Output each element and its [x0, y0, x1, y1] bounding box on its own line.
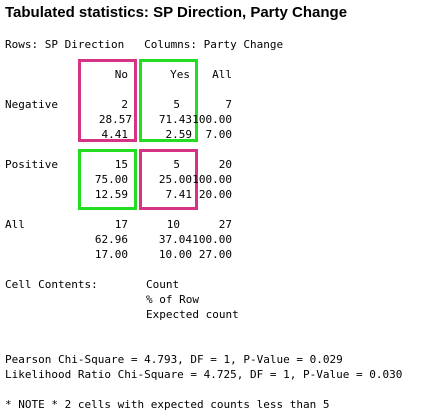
cell-expected: 20.00: [198, 188, 232, 201]
highlight-box-yes-positive: [139, 149, 198, 210]
cell-count: 27: [218, 218, 232, 231]
cell-expected: 10.00: [158, 248, 192, 261]
cell-count: 2: [121, 98, 128, 111]
cell-pct-row: 37.04: [158, 233, 192, 246]
cell-count: 10: [166, 218, 180, 231]
col-header-yes: Yes: [170, 68, 190, 81]
cell-count: 17: [114, 218, 128, 231]
highlight-box-yes-negative: [139, 59, 198, 142]
cell-expected: 4.41: [101, 128, 129, 141]
cell-pct-row: 62.96: [94, 233, 128, 246]
row-label-negative: Negative: [5, 98, 58, 111]
cell-expected: 2.59: [165, 128, 193, 141]
col-header-no: No: [114, 68, 128, 81]
cell-pct-row: 100.00: [192, 233, 232, 246]
col-header-all: All: [212, 68, 232, 81]
rows-columns-line: Rows: SP Direction Columns: Party Change: [5, 38, 284, 51]
note-line: * NOTE * 2 cells with expected counts le…: [5, 398, 330, 411]
row-label-all: All: [5, 218, 25, 231]
cell-contents-item: % of Row: [146, 293, 199, 306]
cell-expected: 7.41: [165, 188, 193, 201]
cell-contents-label: Cell Contents:: [5, 278, 98, 291]
cell-pct-row: 25.00: [158, 173, 192, 186]
cell-contents-item: Expected count: [146, 308, 239, 321]
cell-pct-row: 71.43: [158, 113, 192, 126]
cell-expected: 27.00: [198, 248, 232, 261]
likelihood-ratio-line: Likelihood Ratio Chi-Square = 4.725, DF …: [5, 368, 403, 381]
highlight-box-no-positive: [78, 149, 137, 210]
cell-count: 20: [218, 158, 232, 171]
cell-pct-row: 100.00: [192, 113, 232, 126]
cell-count: 5: [173, 98, 180, 111]
highlight-box-no-negative: [78, 59, 137, 142]
row-label-positive: Positive: [5, 158, 58, 171]
cell-count: 5: [173, 158, 180, 171]
cell-count: 15: [114, 158, 128, 171]
session-title: Tabulated statistics: SP Direction, Part…: [5, 4, 348, 21]
pearson-chi-square-line: Pearson Chi-Square = 4.793, DF = 1, P-Va…: [5, 353, 343, 366]
cell-count: 7: [225, 98, 232, 111]
cell-expected: 7.00: [205, 128, 233, 141]
cell-expected: 17.00: [94, 248, 128, 261]
cell-contents-item: Count: [146, 278, 180, 291]
cell-pct-row: 75.00: [94, 173, 128, 186]
cell-expected: 12.59: [94, 188, 128, 201]
cell-pct-row: 100.00: [192, 173, 232, 186]
cell-pct-row: 28.57: [98, 113, 132, 126]
